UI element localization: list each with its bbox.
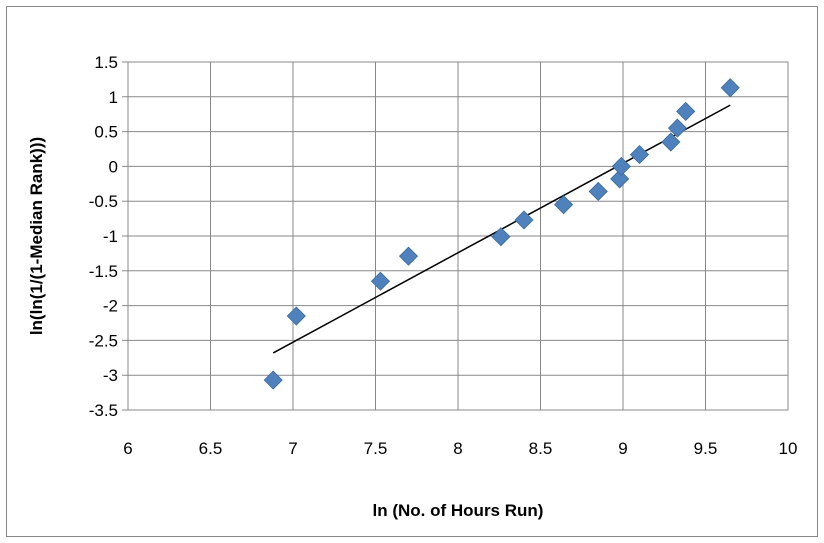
x-tick-label: 9.5 (694, 439, 718, 458)
x-tick-label: 10 (779, 439, 798, 458)
data-point-diamond (629, 145, 650, 165)
data-point-diamond (667, 118, 688, 138)
y-axis-tick-labels: 1.5 1 0.5 0 -0.5 -1 -1.5 -2 -2.5 -3 -3.5 (89, 53, 118, 420)
x-tick-label: 7.5 (364, 439, 388, 458)
data-point-diamond (610, 169, 630, 189)
y-tick-label: -3 (103, 366, 118, 385)
chart-area (6, 6, 818, 537)
data-point-diamond (676, 101, 696, 121)
data-point-diamond (611, 156, 631, 176)
data-point-diamond (661, 132, 681, 152)
y-tick-label: 0.5 (94, 123, 118, 142)
x-tick-label: 6.5 (199, 439, 223, 458)
y-tick-label: 1 (109, 88, 118, 107)
y-tick-label: -3.5 (89, 401, 118, 420)
x-tick-label: 6 (123, 439, 132, 458)
y-tick-label: -2.5 (89, 331, 118, 350)
y-tick-label: -1.5 (89, 262, 118, 281)
data-point-diamond (588, 181, 608, 202)
x-tick-label: 9 (618, 439, 627, 458)
y-tick-label: 1.5 (94, 53, 118, 72)
y-tick-label: -0.5 (89, 192, 118, 211)
x-tick-label: 8 (453, 439, 462, 458)
y-tick-label: 0 (109, 157, 118, 176)
data-point-diamond (720, 78, 740, 98)
x-axis-tick-labels: 6 6.5 7 7.5 8 8.5 9 9.5 10 (123, 439, 797, 458)
data-point-diamond (514, 210, 534, 230)
data-point-diamond (398, 246, 419, 266)
y-tick-label: -1 (103, 227, 118, 246)
y-tick-label: -2 (103, 297, 118, 316)
y-axis-title: ln(ln(1/(1-Median Rank))) (27, 137, 46, 335)
data-point-diamond (263, 370, 283, 390)
data-point-diamond (554, 195, 574, 215)
data-point-diamond (370, 271, 391, 291)
x-tick-label: 8.5 (529, 439, 553, 458)
data-points (263, 78, 740, 390)
x-axis-title: ln (No. of Hours Run) (373, 501, 544, 520)
x-tick-label: 7 (288, 439, 297, 458)
data-point-diamond (286, 306, 306, 326)
data-point-diamond (491, 227, 511, 247)
